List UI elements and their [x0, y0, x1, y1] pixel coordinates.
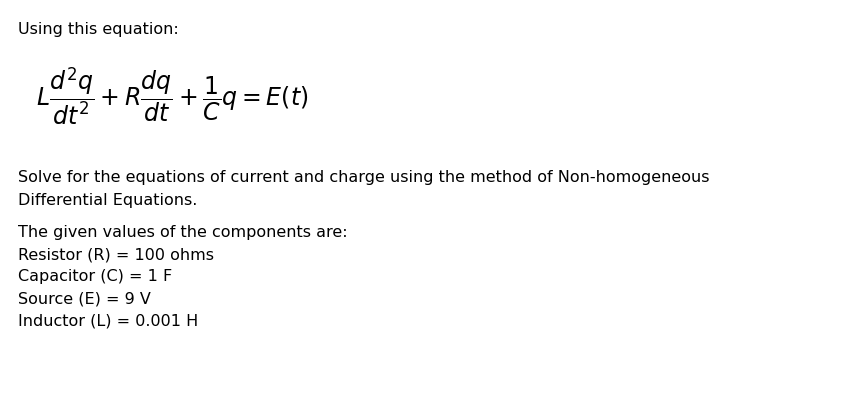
Text: Resistor (R) = 100 ohms: Resistor (R) = 100 ohms [18, 247, 214, 262]
Text: Solve for the equations of current and charge using the method of Non-homogeneou: Solve for the equations of current and c… [18, 170, 710, 185]
Text: Capacitor (C) = 1 F: Capacitor (C) = 1 F [18, 269, 172, 284]
Text: Inductor (L) = 0.001 H: Inductor (L) = 0.001 H [18, 313, 198, 328]
Text: Differential Equations.: Differential Equations. [18, 193, 197, 208]
Text: $L\dfrac{d^2q}{dt^2} + R\dfrac{dq}{dt} + \dfrac{1}{C}q = E(t)$: $L\dfrac{d^2q}{dt^2} + R\dfrac{dq}{dt} +… [36, 65, 309, 127]
Text: The given values of the components are:: The given values of the components are: [18, 225, 347, 240]
Text: Using this equation:: Using this equation: [18, 22, 179, 37]
Text: Source (E) = 9 V: Source (E) = 9 V [18, 291, 151, 306]
